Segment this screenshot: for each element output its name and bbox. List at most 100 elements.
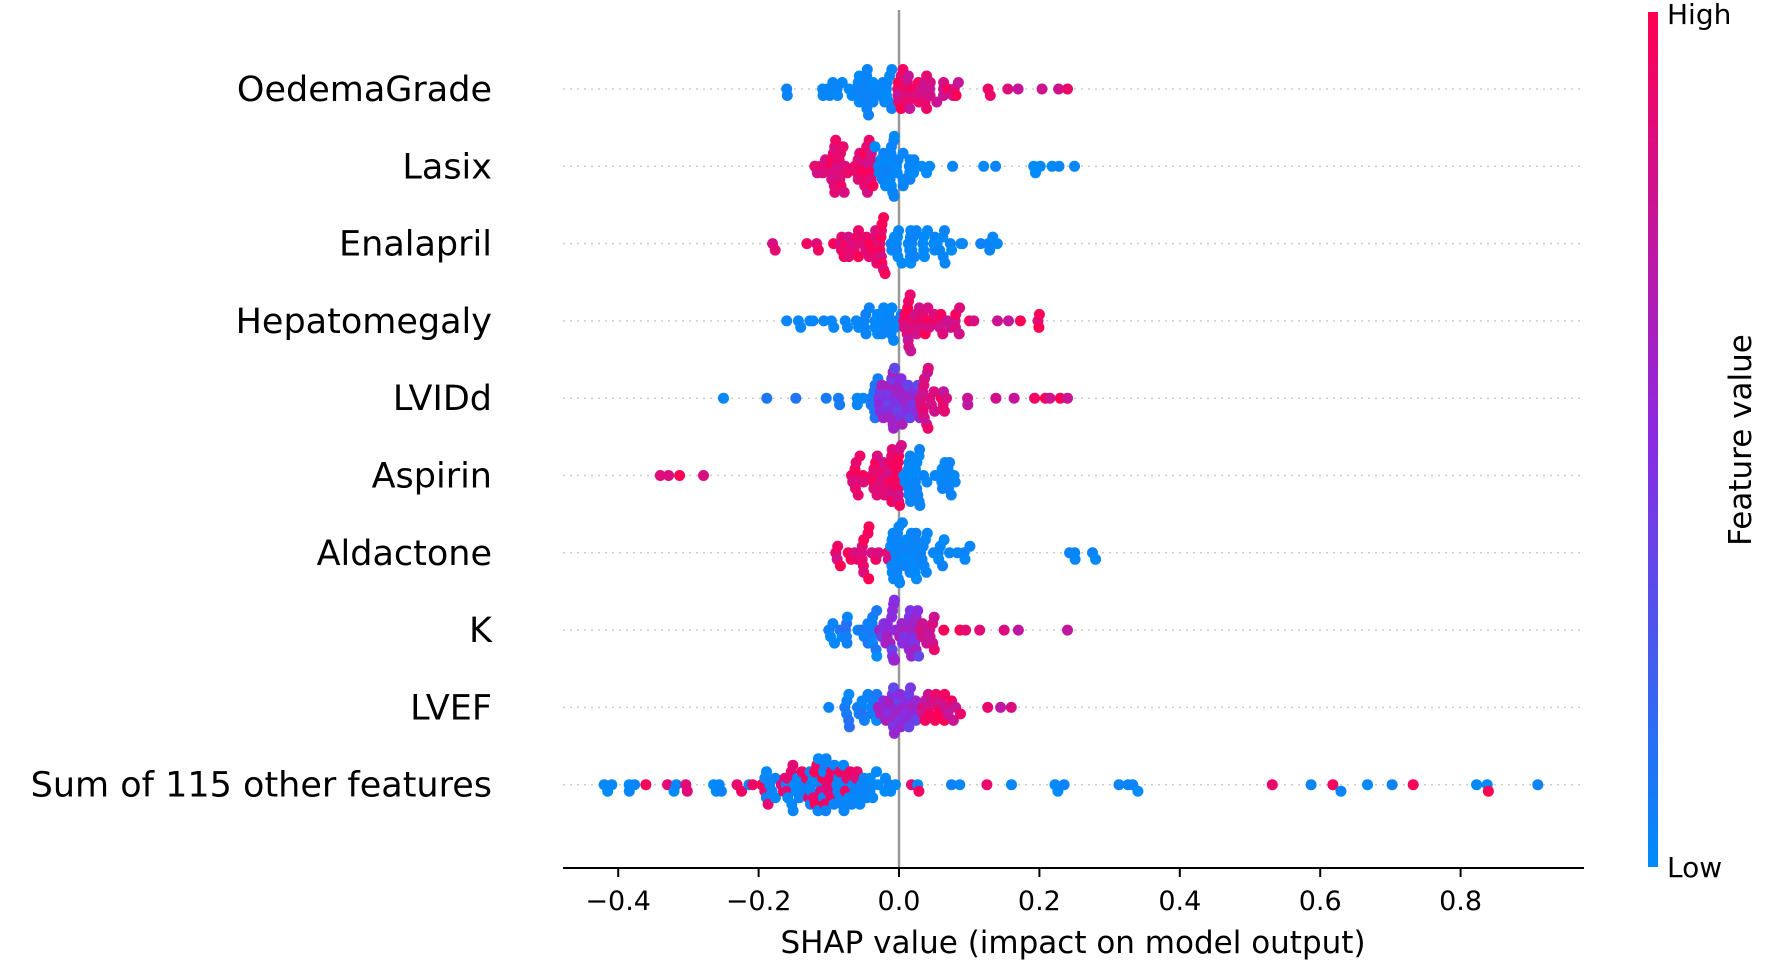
- shap-point: [790, 392, 802, 404]
- shap-point: [863, 521, 875, 533]
- shap-point: [841, 611, 853, 623]
- shap-point: [937, 328, 949, 340]
- shap-point: [1062, 392, 1073, 404]
- shap-point: [841, 637, 853, 649]
- shap-point: [698, 470, 709, 481]
- shap-point: [830, 134, 842, 146]
- shap-point: [871, 650, 883, 662]
- shap-point: [1305, 779, 1317, 791]
- shap-point: [1062, 83, 1073, 95]
- shap-point: [871, 766, 882, 778]
- shap-point: [905, 496, 916, 507]
- shap-point: [834, 560, 846, 572]
- shap-point: [894, 577, 906, 589]
- shap-point: [922, 225, 933, 237]
- shap-point: [922, 362, 934, 374]
- shap-point: [1012, 83, 1024, 95]
- shap-point: [928, 644, 940, 656]
- shap-point: [888, 190, 900, 202]
- shap-point: [842, 321, 853, 333]
- x-tick-label: 0.0: [878, 886, 921, 917]
- shap-point: [807, 315, 819, 327]
- shap-point: [1362, 779, 1373, 791]
- shap-point: [889, 362, 901, 374]
- x-tick-label: −0.4: [585, 886, 651, 917]
- shap-point: [981, 779, 993, 791]
- shap-point: [897, 180, 909, 192]
- shap-point: [896, 418, 908, 430]
- shap-point: [990, 392, 1002, 404]
- shap-point: [867, 96, 879, 108]
- shap-point: [832, 540, 844, 552]
- shap-point: [955, 708, 966, 720]
- shap-point: [787, 759, 799, 771]
- shap-point: [944, 547, 955, 559]
- shap-point: [937, 560, 949, 572]
- shap-point: [670, 779, 682, 791]
- shap-point: [909, 251, 921, 263]
- shap-point: [1014, 315, 1026, 327]
- shap-point: [888, 334, 900, 346]
- shap-point: [998, 624, 1010, 636]
- shap-point: [1012, 624, 1024, 636]
- shap-point: [954, 302, 966, 314]
- shap-point: [674, 470, 686, 481]
- shap-point: [820, 392, 832, 404]
- shap-point: [1033, 308, 1045, 320]
- shap-point: [914, 444, 926, 455]
- shap-point: [852, 489, 864, 501]
- shap-point: [928, 386, 940, 398]
- beeswarm-points: [598, 64, 1544, 817]
- shap-point: [851, 766, 863, 778]
- shap-point: [888, 422, 900, 434]
- shap-point: [949, 476, 961, 488]
- shap-point: [924, 160, 936, 172]
- shap-point: [1044, 392, 1056, 404]
- shap-point: [1029, 392, 1041, 404]
- shap-point: [904, 103, 916, 114]
- feature-label: LVEF: [410, 688, 492, 728]
- shap-point: [888, 130, 900, 142]
- row-guide-lines: [563, 88, 1584, 786]
- shap-point: [902, 70, 914, 82]
- shap-point: [878, 212, 890, 224]
- shap-point: [886, 103, 898, 114]
- shap-point: [912, 605, 924, 617]
- shap-point: [911, 573, 922, 585]
- shap-point: [843, 721, 855, 733]
- shap-point: [1482, 785, 1494, 797]
- shap-point: [982, 701, 994, 713]
- shap-point: [995, 701, 1007, 713]
- shap-point: [924, 77, 936, 88]
- shap-point: [1053, 160, 1065, 172]
- shap-point: [861, 64, 873, 75]
- shap-point: [827, 618, 839, 630]
- shap-point: [1062, 624, 1073, 636]
- shap-point: [904, 412, 916, 424]
- shap-point: [606, 779, 618, 791]
- shap-point: [959, 553, 971, 565]
- shap-point: [947, 714, 959, 726]
- shap-point: [843, 688, 855, 700]
- colorbar-high-label: High: [1667, 0, 1731, 31]
- shap-point: [1113, 779, 1125, 791]
- shap-point: [1327, 779, 1339, 791]
- x-tick-label: −0.2: [726, 886, 792, 917]
- shap-point: [838, 805, 850, 817]
- shap-point: [895, 373, 907, 385]
- shap-point: [950, 90, 962, 101]
- shap-point: [910, 225, 922, 237]
- shap-point: [863, 302, 875, 314]
- shap-point: [904, 450, 916, 462]
- shap-point: [769, 244, 781, 256]
- shap-point: [960, 624, 972, 636]
- shap-point: [894, 500, 906, 511]
- shap-point: [873, 547, 885, 559]
- shap-point: [812, 244, 824, 256]
- shap-point: [858, 476, 870, 488]
- shap-point: [921, 527, 933, 539]
- shap-point: [923, 321, 935, 333]
- shap-point: [992, 315, 1003, 327]
- shap-point: [824, 90, 836, 101]
